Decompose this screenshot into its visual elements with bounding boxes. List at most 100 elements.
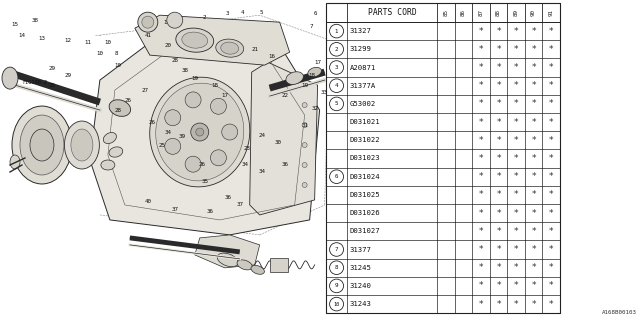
Text: *: * <box>479 100 483 108</box>
Circle shape <box>330 43 344 56</box>
Text: D031025: D031025 <box>350 192 381 198</box>
Text: 6: 6 <box>335 174 339 179</box>
Text: PARTS CORD: PARTS CORD <box>368 8 417 17</box>
Text: *: * <box>548 63 553 72</box>
Text: 18: 18 <box>308 73 315 78</box>
Text: *: * <box>479 45 483 54</box>
Text: *: * <box>497 100 501 108</box>
Circle shape <box>330 79 344 92</box>
Text: 4: 4 <box>241 10 244 15</box>
Text: *: * <box>497 281 501 291</box>
Text: D031022: D031022 <box>350 137 381 143</box>
Text: 29: 29 <box>49 66 56 71</box>
Text: *: * <box>479 81 483 90</box>
Text: *: * <box>479 172 483 181</box>
Ellipse shape <box>12 106 72 184</box>
Text: *: * <box>548 154 553 163</box>
Text: *: * <box>548 172 553 181</box>
Text: *: * <box>531 227 536 236</box>
Text: G53002: G53002 <box>350 101 376 107</box>
Text: *: * <box>479 281 483 291</box>
Text: 34: 34 <box>241 163 248 167</box>
Circle shape <box>330 243 344 256</box>
Ellipse shape <box>138 12 158 32</box>
Circle shape <box>330 297 344 311</box>
Text: 1: 1 <box>163 20 166 25</box>
Text: *: * <box>479 263 483 272</box>
Text: D031023: D031023 <box>350 156 381 162</box>
Ellipse shape <box>302 142 307 148</box>
Text: 10: 10 <box>104 40 111 45</box>
Ellipse shape <box>302 163 307 167</box>
Text: 31377A: 31377A <box>350 83 376 89</box>
Text: 31377: 31377 <box>350 246 372 252</box>
Text: 86: 86 <box>461 9 466 16</box>
Ellipse shape <box>101 160 115 170</box>
Text: *: * <box>497 63 501 72</box>
Text: D031024: D031024 <box>350 174 381 180</box>
Ellipse shape <box>150 77 250 187</box>
Text: 14: 14 <box>19 33 26 38</box>
Text: 10: 10 <box>115 63 122 68</box>
Text: *: * <box>497 117 501 127</box>
Text: 88: 88 <box>496 9 501 16</box>
Text: 23: 23 <box>243 146 250 150</box>
Text: *: * <box>531 190 536 199</box>
Text: 7: 7 <box>335 247 339 252</box>
Text: *: * <box>514 63 518 72</box>
Text: 85: 85 <box>444 9 449 16</box>
Ellipse shape <box>211 150 227 166</box>
Text: *: * <box>514 227 518 236</box>
Text: 27: 27 <box>141 88 148 92</box>
Text: *: * <box>531 45 536 54</box>
Text: *: * <box>479 209 483 218</box>
Ellipse shape <box>286 72 303 84</box>
Text: *: * <box>514 300 518 308</box>
Text: *: * <box>497 45 501 54</box>
Text: *: * <box>548 190 553 199</box>
Text: *: * <box>548 117 553 127</box>
Text: 37: 37 <box>172 207 179 212</box>
Text: 39: 39 <box>179 133 185 139</box>
Ellipse shape <box>216 39 244 57</box>
Text: D031021: D031021 <box>350 119 381 125</box>
Text: FIG198-2: FIG198-2 <box>22 80 47 84</box>
Text: 15: 15 <box>12 22 19 27</box>
Text: D031027: D031027 <box>350 228 381 234</box>
Text: A168B00103: A168B00103 <box>602 310 637 315</box>
Text: 22: 22 <box>281 92 288 98</box>
Ellipse shape <box>156 83 244 181</box>
Text: 1: 1 <box>335 28 339 34</box>
Text: *: * <box>531 281 536 291</box>
Ellipse shape <box>10 155 20 169</box>
Text: 2: 2 <box>203 15 207 20</box>
Text: *: * <box>531 245 536 254</box>
Text: A20871: A20871 <box>350 65 376 70</box>
Text: 41: 41 <box>145 33 151 38</box>
Text: *: * <box>548 245 553 254</box>
Text: *: * <box>548 300 553 308</box>
Bar <box>326 3 560 313</box>
Ellipse shape <box>182 32 208 48</box>
Text: 13: 13 <box>38 36 45 41</box>
Ellipse shape <box>221 42 239 54</box>
Polygon shape <box>135 15 290 65</box>
Text: *: * <box>479 227 483 236</box>
Text: *: * <box>514 172 518 181</box>
Text: 36: 36 <box>281 163 288 167</box>
Text: *: * <box>548 45 553 54</box>
Ellipse shape <box>2 67 18 89</box>
Text: *: * <box>548 227 553 236</box>
Text: *: * <box>479 154 483 163</box>
Text: 17: 17 <box>221 92 228 98</box>
Text: *: * <box>497 172 501 181</box>
Text: *: * <box>497 300 501 308</box>
Text: 8: 8 <box>115 51 118 56</box>
Text: *: * <box>514 281 518 291</box>
Text: 17: 17 <box>314 60 321 65</box>
Text: 21: 21 <box>251 47 258 52</box>
Text: *: * <box>479 190 483 199</box>
Text: *: * <box>548 263 553 272</box>
Text: *: * <box>479 63 483 72</box>
Text: 3: 3 <box>335 65 339 70</box>
